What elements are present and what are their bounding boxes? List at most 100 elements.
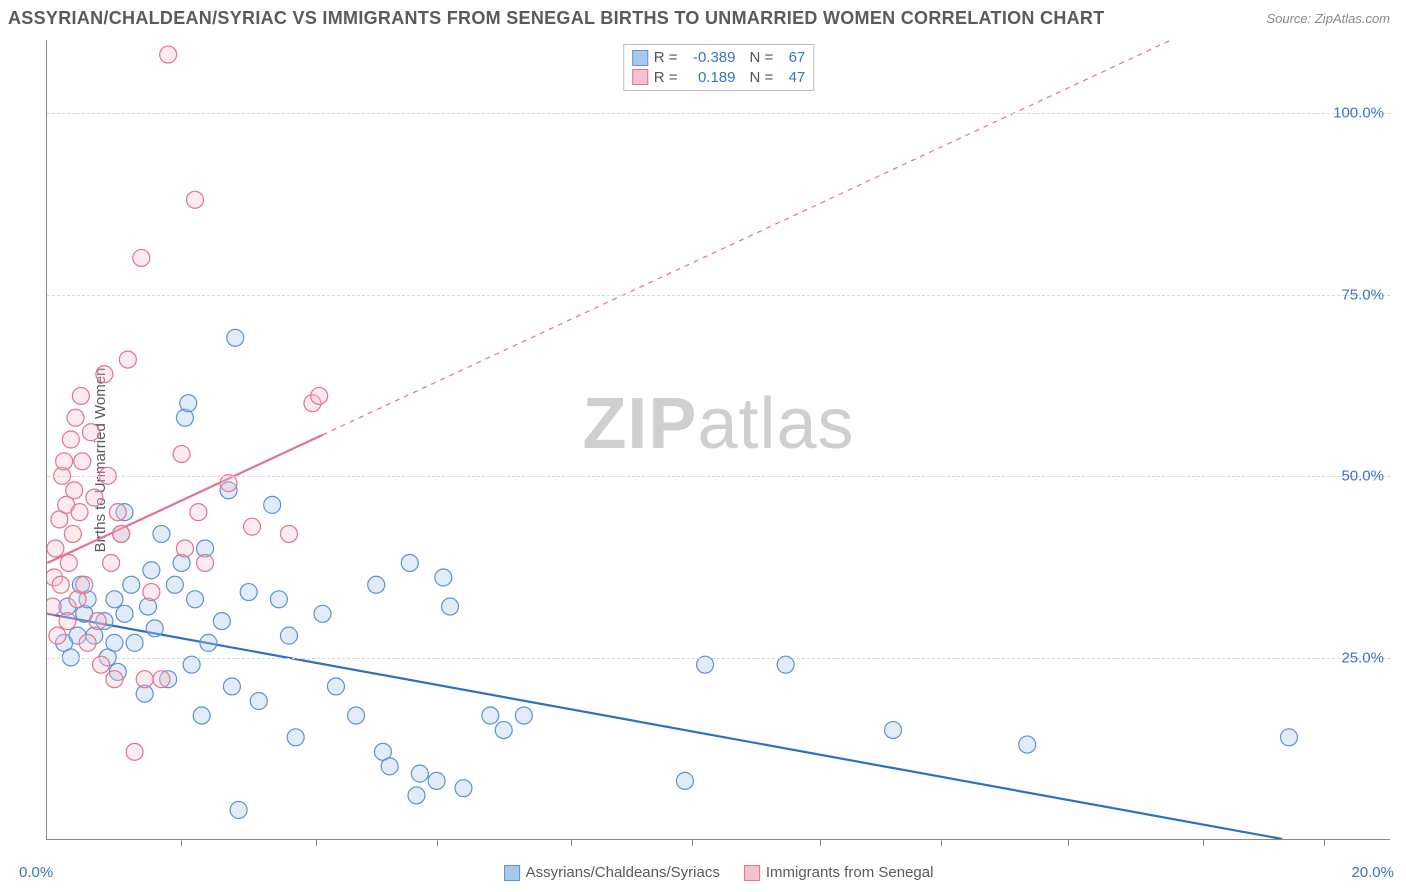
- data-point: [59, 613, 76, 630]
- x-tick-mark: [1068, 839, 1069, 846]
- data-point: [113, 525, 130, 542]
- data-point: [47, 569, 63, 586]
- watermark-atlas: atlas: [697, 384, 854, 464]
- data-point: [264, 496, 281, 513]
- data-point: [213, 613, 230, 630]
- data-point: [143, 584, 160, 601]
- data-point: [515, 707, 532, 724]
- data-point: [173, 554, 190, 571]
- data-point: [230, 801, 247, 818]
- stat-r-value: -0.389: [684, 48, 736, 68]
- legend-label: Assyrians/Chaldeans/Syriacs: [526, 864, 720, 881]
- data-point: [173, 446, 190, 463]
- data-point: [96, 366, 113, 383]
- data-point: [223, 678, 240, 695]
- data-point: [86, 489, 103, 506]
- data-point: [314, 605, 331, 622]
- grid-line: [47, 476, 1390, 477]
- data-point: [193, 707, 210, 724]
- data-point: [327, 678, 344, 695]
- data-point: [176, 409, 193, 426]
- data-point: [187, 591, 204, 608]
- data-point: [126, 634, 143, 651]
- data-point: [69, 627, 86, 644]
- stat-n-label: N =: [750, 48, 774, 68]
- x-tick-mark: [1324, 839, 1325, 846]
- data-point: [64, 525, 81, 542]
- data-point: [374, 743, 391, 760]
- data-point: [106, 591, 123, 608]
- data-point: [180, 395, 197, 412]
- data-point: [62, 431, 79, 448]
- data-point: [47, 598, 61, 615]
- data-point: [455, 780, 472, 797]
- data-point: [143, 562, 160, 579]
- trend-line: [47, 435, 322, 563]
- watermark-zip: ZIP: [582, 384, 697, 464]
- y-tick-label: 75.0%: [1341, 286, 1384, 303]
- data-point: [428, 772, 445, 789]
- stat-legend-row: R =-0.389N =67: [632, 48, 806, 68]
- data-point: [166, 576, 183, 593]
- data-point: [56, 634, 73, 651]
- x-tick-mark: [820, 839, 821, 846]
- data-point: [304, 395, 321, 412]
- grid-line: [47, 658, 1390, 659]
- data-point: [116, 605, 133, 622]
- data-point: [287, 729, 304, 746]
- data-point: [89, 613, 106, 630]
- data-point: [116, 504, 133, 521]
- x-tick-label: 20.0%: [1351, 864, 1394, 881]
- legend-item: Immigrants from Senegal: [744, 864, 934, 881]
- data-point: [96, 613, 113, 630]
- data-point: [56, 453, 73, 470]
- data-point: [72, 387, 89, 404]
- data-point: [67, 409, 84, 426]
- data-point: [106, 634, 123, 651]
- legend-item: Assyrians/Chaldeans/Syriacs: [504, 864, 720, 881]
- data-point: [160, 671, 177, 688]
- data-point: [227, 329, 244, 346]
- data-point: [109, 504, 126, 521]
- data-point: [280, 627, 297, 644]
- data-point: [49, 627, 66, 644]
- data-point: [58, 496, 75, 513]
- data-point: [59, 598, 76, 615]
- data-point: [244, 518, 261, 535]
- stat-n-label: N =: [750, 68, 774, 88]
- data-point: [119, 351, 136, 368]
- x-tick-mark: [571, 839, 572, 846]
- data-point: [51, 511, 68, 528]
- legend-swatch: [632, 69, 648, 85]
- plot-area: ZIPatlas R =-0.389N =67R =0.189N =47 Ass…: [46, 40, 1390, 840]
- correlation-stat-legend: R =-0.389N =67R =0.189N =47: [623, 44, 815, 91]
- data-point: [153, 525, 170, 542]
- data-point: [495, 722, 512, 739]
- data-point: [220, 482, 237, 499]
- data-point: [408, 787, 425, 804]
- source-attribution: Source: ZipAtlas.com: [1266, 11, 1390, 26]
- trend-line-dashed: [323, 40, 1172, 435]
- data-point: [113, 525, 130, 542]
- data-point: [190, 504, 207, 521]
- watermark-text: ZIPatlas: [582, 383, 854, 465]
- data-point: [79, 591, 96, 608]
- chart-header: ASSYRIAN/CHALDEAN/SYRIAC VS IMMIGRANTS F…: [0, 0, 1406, 33]
- data-point: [52, 576, 69, 593]
- data-point: [86, 627, 103, 644]
- data-point: [280, 525, 297, 542]
- x-tick-mark: [1203, 839, 1204, 846]
- y-tick-label: 50.0%: [1341, 468, 1384, 485]
- data-point: [368, 576, 385, 593]
- data-point: [435, 569, 452, 586]
- data-point: [311, 387, 328, 404]
- data-point: [442, 598, 459, 615]
- series-legend: Assyrians/Chaldeans/Syriacs Immigrants fr…: [504, 864, 934, 881]
- data-point: [197, 554, 214, 571]
- data-point: [140, 598, 157, 615]
- legend-swatch: [504, 865, 520, 881]
- data-point: [240, 584, 257, 601]
- grid-line: [47, 113, 1390, 114]
- data-point: [200, 634, 217, 651]
- data-point: [160, 46, 177, 63]
